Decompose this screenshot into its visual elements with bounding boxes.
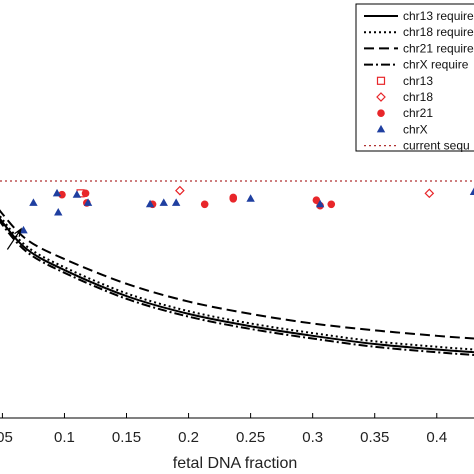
- point-chrX-8: [171, 198, 181, 206]
- x-axis-label: fetal DNA fraction: [173, 455, 298, 472]
- legend-symbol-4: [376, 76, 386, 85]
- series-line-chr21-require: [0, 209, 474, 340]
- legend-box: [355, 3, 474, 152]
- point-chr21-1: [81, 189, 90, 198]
- point-chrX-2: [52, 188, 62, 197]
- point-chr21-4: [200, 200, 209, 209]
- legend-label-0: chr13 require: [403, 9, 474, 23]
- point-chr21-9: [327, 200, 336, 209]
- annotation: [6, 227, 22, 250]
- legend-symbol-6: [377, 109, 385, 117]
- legend-label-8: current sequ: [403, 139, 470, 153]
- point-chrX-9: [246, 194, 255, 202]
- x-tick-label-4: 0.25: [236, 429, 265, 446]
- legend-label-6: chr21: [403, 106, 433, 120]
- point-chrX-3: [54, 208, 63, 216]
- point-chr18-0: [175, 185, 185, 196]
- requirement-lines: [0, 209, 474, 356]
- point-chrX-10: [315, 199, 325, 208]
- x-tick-label-6: 0.35: [360, 429, 389, 446]
- point-chr18-1: [424, 188, 435, 199]
- point-chrX-6: [145, 199, 155, 208]
- point-chrX-5: [83, 198, 93, 206]
- point-chrX-1: [29, 198, 38, 206]
- data-points: [19, 185, 474, 234]
- x-tick-label-0: .05: [0, 429, 13, 446]
- series-line-chrX-require: [0, 219, 474, 356]
- legend-label-7: chrX: [403, 122, 428, 136]
- point-chrX-0: [19, 225, 28, 234]
- series-line-chr13-require: [0, 216, 474, 354]
- point-chrX-4: [72, 190, 82, 198]
- point-chrX-7: [159, 198, 168, 206]
- annotation-arrow-shaft: [6, 228, 22, 250]
- annotation-arrow-head: [14, 227, 22, 237]
- legend-label-2: chr21 require: [403, 41, 474, 55]
- legend-label-4: chr13: [403, 74, 433, 88]
- legend-label-3: chrX require: [403, 58, 469, 72]
- series-line-chr18-require: [0, 214, 474, 351]
- legend-symbol-7: [376, 124, 386, 133]
- x-tick-label-7: 0.4: [426, 429, 447, 446]
- x-tick-label-1: 0.1: [54, 429, 75, 446]
- legend-label-1: chr18 require: [403, 25, 474, 39]
- point-chr21-6: [229, 195, 238, 203]
- x-tick-label-3: 0.2: [178, 429, 199, 446]
- legend-symbol-5: [376, 92, 386, 102]
- legend-label-5: chr18: [403, 90, 433, 104]
- x-tick-label-2: 0.15: [112, 429, 141, 446]
- x-tick-label-5: 0.3: [302, 429, 323, 446]
- point-chr21-7: [312, 196, 321, 204]
- point-chr21-0: [58, 190, 66, 199]
- point-chrX-11: [469, 187, 474, 195]
- x-ticks: .05 0.1 0.15 0.2 0.25 0.3 0.35 0.4: [0, 413, 447, 446]
- legend: chr13 require chr18 require chr21 require c…: [355, 3, 474, 153]
